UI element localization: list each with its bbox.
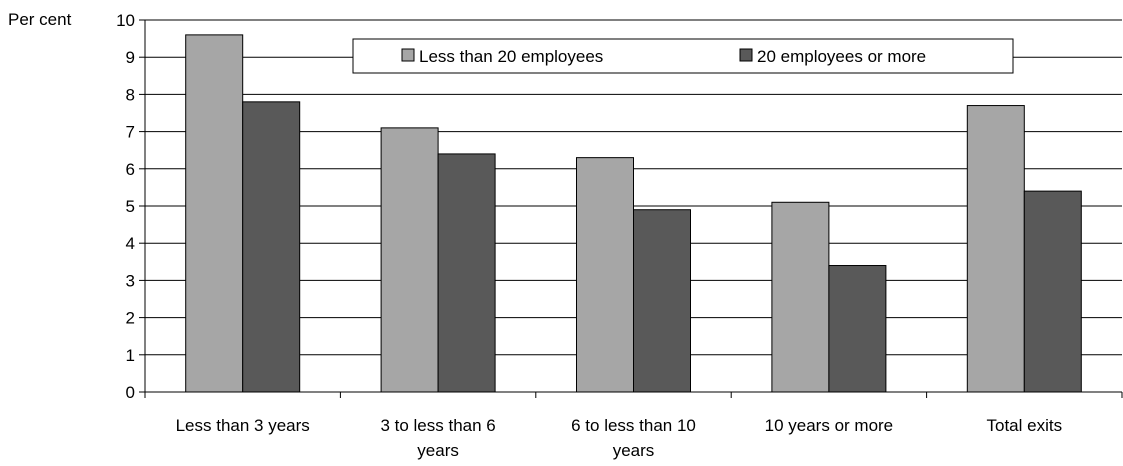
bar-large-firms — [1023, 190, 1082, 393]
y-tick-label: 1 — [126, 346, 135, 365]
y-tick-label: 8 — [126, 85, 135, 104]
legend-box — [352, 38, 1014, 74]
legend-swatch — [739, 48, 753, 62]
bar-small-firms — [185, 34, 244, 393]
y-tick-label: 9 — [126, 48, 135, 67]
y-tick-label: 5 — [126, 197, 135, 216]
x-category-label: 6 to less than 10 years — [571, 416, 696, 460]
bar-small-firms — [966, 105, 1025, 393]
bar-large-firms — [437, 153, 496, 393]
x-category-label: Less than 3 years — [176, 416, 310, 435]
bar-large-firms — [633, 209, 691, 393]
bar-small-firms — [576, 157, 634, 393]
bars — [185, 34, 1082, 393]
legend-label: 20 employees or more — [757, 47, 926, 66]
y-tick-label: 3 — [126, 271, 135, 290]
legend-swatch — [401, 48, 415, 62]
bar-large-firms — [242, 101, 301, 393]
y-tick-label: 4 — [126, 234, 135, 253]
y-tick-label: 6 — [126, 160, 135, 179]
x-category-label: 3 to less than 6 years — [380, 416, 495, 460]
bar-large-firms — [828, 265, 887, 393]
legend-label: Less than 20 employees — [419, 47, 603, 66]
y-tick-label: 0 — [126, 383, 135, 402]
bar-small-firms — [771, 201, 830, 393]
legend: Less than 20 employees 20 employees or mo… — [352, 38, 1014, 74]
y-tick-label: 7 — [126, 123, 135, 142]
y-tick-label: 2 — [126, 309, 135, 328]
x-category-label: 10 years or more — [765, 416, 894, 435]
bar-small-firms — [380, 127, 439, 393]
x-category-label: Total exits — [987, 416, 1063, 435]
y-tick-label: 10 — [116, 11, 135, 30]
axes: 0 1 2 3 4 5 6 7 8 9 10 Less than 3 years 3 to less t… — [116, 11, 1123, 460]
y-axis-label: Per cent — [8, 10, 72, 29]
